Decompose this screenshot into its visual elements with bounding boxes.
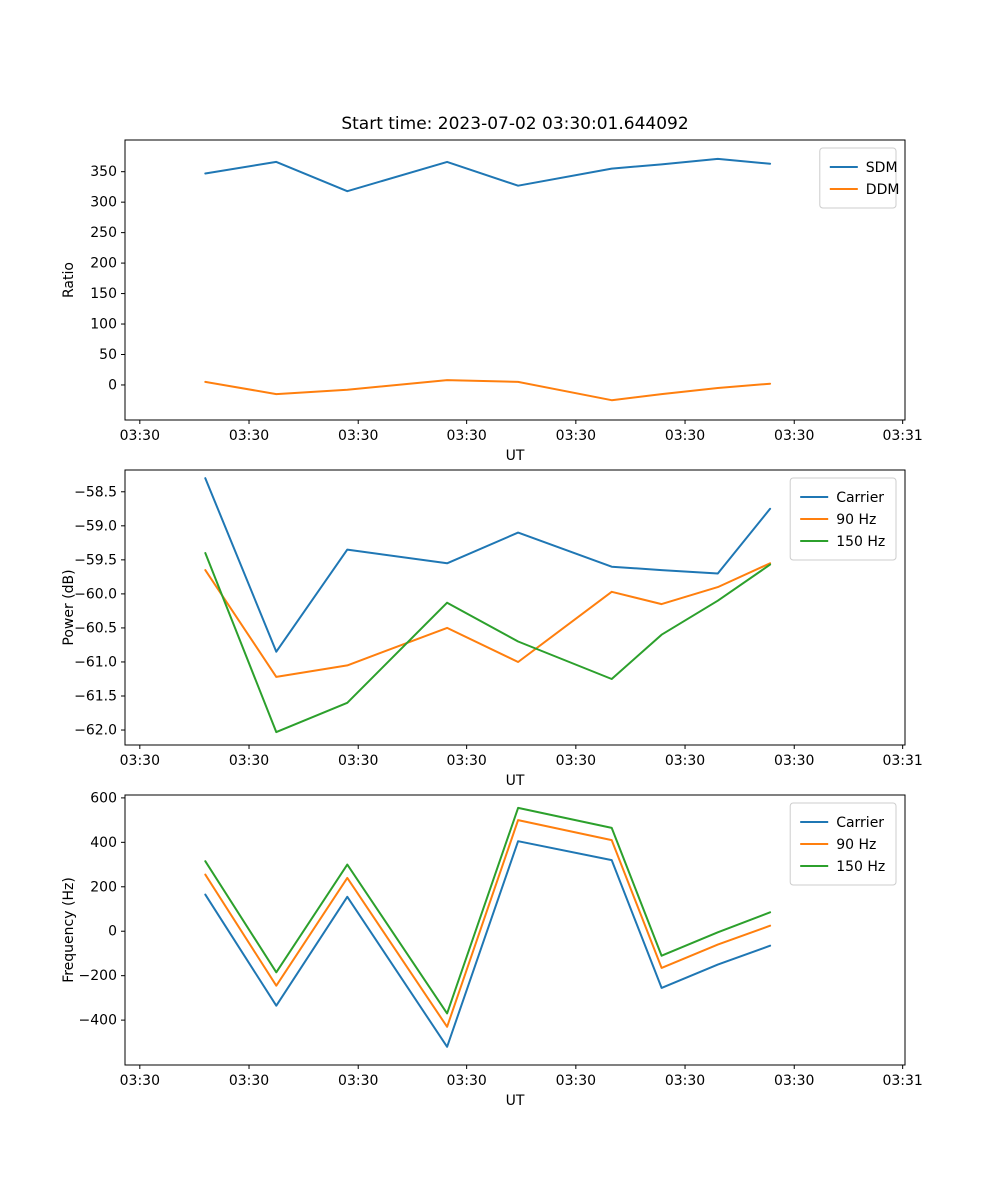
x-tick-label: 03:31 xyxy=(882,753,922,769)
y-axis-label: Ratio xyxy=(61,262,77,298)
legend-label: Carrier xyxy=(836,815,884,831)
series-line-sdm xyxy=(204,157,772,193)
x-tick-label: 03:30 xyxy=(665,753,705,769)
y-tick-label: 300 xyxy=(90,195,117,211)
y-tick-label: 250 xyxy=(90,225,117,241)
x-tick-label: 03:30 xyxy=(446,1073,486,1089)
legend-box xyxy=(789,802,897,886)
x-tick-label: 03:30 xyxy=(556,428,596,444)
x-tick-label: 03:30 xyxy=(120,428,160,444)
x-tick-label: 03:31 xyxy=(882,428,922,444)
figure-title: Start time: 2023-07-02 03:30:01.644092 xyxy=(341,114,689,134)
legend-box xyxy=(789,477,897,561)
y-tick-label: 50 xyxy=(99,347,117,363)
legend: Carrier 90 Hz 150 Hz xyxy=(789,802,897,886)
x-tick-label: 03:30 xyxy=(229,1073,269,1089)
x-tick-label: 03:30 xyxy=(229,428,269,444)
x-tick-label: 03:30 xyxy=(446,753,486,769)
plot-frame xyxy=(124,794,906,1066)
y-tick-label: 200 xyxy=(90,256,117,272)
frequency-chart: −400 −200 0 200 400 600 03:30 03:30 03:30 03:30 03… xyxy=(61,790,923,1109)
x-tick-label: 03:30 xyxy=(229,753,269,769)
x-tick-label: 03:30 xyxy=(665,428,705,444)
legend-label: 90 Hz xyxy=(836,837,876,853)
plot-frame xyxy=(124,469,906,746)
x-tick-label: 03:30 xyxy=(556,1073,596,1089)
y-tick-label: 350 xyxy=(90,164,117,180)
x-tick-label: 03:30 xyxy=(338,428,378,444)
y-tick-label: 600 xyxy=(90,790,117,806)
y-axis-label: Frequency (Hz) xyxy=(61,877,77,983)
y-tick-label: 150 xyxy=(90,286,117,302)
y-tick-label: −60.5 xyxy=(74,620,117,636)
legend-label: SDM xyxy=(866,160,898,176)
y-tick-label: −59.5 xyxy=(74,552,117,568)
plot-frame xyxy=(124,139,906,421)
x-tick-label: 03:31 xyxy=(882,1073,922,1089)
series-line-carrier xyxy=(204,477,772,653)
series-line-150-hz xyxy=(204,552,772,734)
x-tick-label: 03:30 xyxy=(774,1073,814,1089)
x-tick-label: 03:30 xyxy=(774,753,814,769)
ratio-chart: 0 50 100 150 200 250 300 350 03:30 03:30 03:30 03:3… xyxy=(61,139,923,464)
y-tick-label: 100 xyxy=(90,317,117,333)
y-tick-label: −58.5 xyxy=(74,484,117,500)
x-tick-label: 03:30 xyxy=(665,1073,705,1089)
x-tick-label: 03:30 xyxy=(120,1073,160,1089)
x-tick-label: 03:30 xyxy=(338,1073,378,1089)
y-tick-label: −59.0 xyxy=(74,518,117,534)
series-line-ddm xyxy=(204,379,772,402)
x-tick-label: 03:30 xyxy=(556,753,596,769)
x-tick-label: 03:30 xyxy=(774,428,814,444)
legend-label: 150 Hz xyxy=(836,534,885,550)
legend-label: 90 Hz xyxy=(836,512,876,528)
x-axis-label: UT xyxy=(506,1093,525,1109)
y-axis-label: Power (dB) xyxy=(61,569,77,645)
legend: Carrier 90 Hz 150 Hz xyxy=(789,477,897,561)
y-tick-label: 200 xyxy=(90,879,117,895)
legend-box xyxy=(819,147,897,209)
y-tick-label: −61.5 xyxy=(74,688,117,704)
x-axis-label: UT xyxy=(506,448,525,464)
legend: SDM DDM xyxy=(819,147,900,209)
y-tick-label: −400 xyxy=(79,1013,117,1029)
legend-label: Carrier xyxy=(836,490,884,506)
series-line-90-hz xyxy=(204,562,772,678)
legend-label: DDM xyxy=(866,182,900,198)
y-tick-label: −60.0 xyxy=(74,586,117,602)
series-line-150-hz xyxy=(204,806,772,1015)
power-chart: −58.5 −59.0 −59.5 −60.0 −60.5 −61.0 −61.5 −62.0… xyxy=(61,469,923,789)
y-tick-label: −61.0 xyxy=(74,654,117,670)
x-tick-label: 03:30 xyxy=(120,753,160,769)
x-tick-label: 03:30 xyxy=(338,753,378,769)
y-tick-label: 0 xyxy=(108,377,117,393)
y-tick-label: −62.0 xyxy=(74,723,117,739)
x-axis-label: UT xyxy=(506,773,525,789)
y-tick-label: 400 xyxy=(90,835,117,851)
x-tick-label: 03:30 xyxy=(446,428,486,444)
series-line-carrier xyxy=(204,840,772,1048)
legend-label: 150 Hz xyxy=(836,859,885,875)
series-line-90-hz xyxy=(204,819,772,1028)
y-tick-label: 0 xyxy=(108,924,117,940)
y-tick-label: −200 xyxy=(79,968,117,984)
